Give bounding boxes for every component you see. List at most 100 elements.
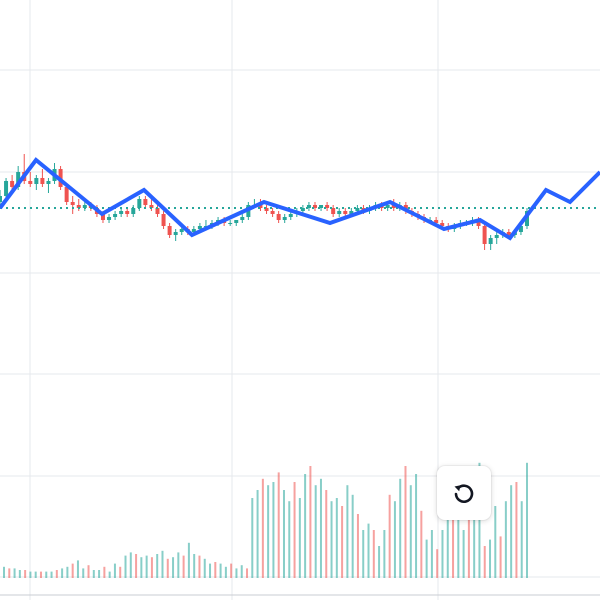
volume-bar <box>504 501 507 578</box>
volume-bar <box>399 478 402 578</box>
reset-button[interactable] <box>437 466 491 520</box>
candle-body <box>337 211 342 214</box>
reset-icon <box>449 478 479 508</box>
volume-bar <box>415 474 418 578</box>
volume-bar <box>129 552 132 578</box>
volume-bar <box>18 570 21 578</box>
volume-bar <box>446 498 449 578</box>
volume-bar <box>219 563 222 578</box>
volume-bar <box>441 530 444 578</box>
candle-body <box>16 172 21 187</box>
candle-body <box>488 238 493 244</box>
volume-bar <box>50 571 53 578</box>
candle-body <box>100 214 105 220</box>
candle-body <box>0 196 2 202</box>
volume-bar <box>436 549 439 578</box>
volume-bar <box>198 555 201 578</box>
candle-body <box>440 223 445 226</box>
volume-bar <box>45 571 48 578</box>
candle-body <box>312 205 317 208</box>
candle-body <box>264 208 269 211</box>
candle-body <box>107 217 112 220</box>
candle-body <box>155 208 160 214</box>
candle-body <box>125 211 130 214</box>
candle-body <box>40 178 45 184</box>
volume-bar <box>362 530 365 578</box>
candle-body <box>197 226 202 229</box>
volume-bar <box>182 555 185 578</box>
volume-bar <box>314 485 317 578</box>
volume-bar <box>367 523 370 578</box>
volume-bar <box>156 554 159 578</box>
candle-body <box>28 181 33 184</box>
volume-bar <box>235 568 238 578</box>
candle-body <box>300 208 305 211</box>
volume-bar <box>319 478 322 578</box>
candle-body <box>46 181 51 184</box>
volume-bar <box>383 530 386 578</box>
volume-bar <box>462 530 465 578</box>
candle-body <box>4 181 9 196</box>
volume-bar <box>430 530 433 578</box>
volume-bar <box>140 557 143 578</box>
candle-body <box>173 232 178 235</box>
candle-body <box>319 205 324 208</box>
volume-bar <box>76 560 79 578</box>
candle-body <box>70 202 75 205</box>
volume-bar <box>330 501 333 578</box>
volume-bar <box>203 558 206 578</box>
candle-body <box>306 205 311 208</box>
candle-body <box>10 181 15 187</box>
volume-bar <box>92 570 95 578</box>
volume-bar <box>515 482 518 578</box>
volume-bar <box>335 498 338 578</box>
volume-bar <box>103 566 106 578</box>
candle-body <box>331 208 336 214</box>
volume-bar <box>452 504 455 578</box>
volume-bar <box>478 462 481 578</box>
volume-bar <box>230 563 233 578</box>
volume-bar <box>251 498 254 578</box>
volume-bar <box>404 466 407 578</box>
volume-bar <box>172 557 175 578</box>
volume-bar <box>177 552 180 578</box>
volume-bar <box>55 570 58 578</box>
volume-bars <box>3 462 528 578</box>
volume-bar <box>457 501 460 578</box>
volume-bar <box>124 555 127 578</box>
candle-body <box>34 178 39 184</box>
volume-bar <box>467 514 470 578</box>
volume-bar <box>224 566 227 578</box>
volume-bar <box>119 566 122 578</box>
candle-body <box>64 187 69 202</box>
volume-bar <box>351 494 354 578</box>
candle-body <box>161 214 166 226</box>
volume-bar <box>489 539 492 578</box>
candle-body <box>325 205 330 208</box>
volume-bar <box>499 536 502 578</box>
candle-body <box>258 205 263 208</box>
volume-bar <box>526 462 528 578</box>
volume-bar <box>425 539 428 578</box>
zigzag-line <box>0 157 600 241</box>
volume-bar <box>187 542 190 578</box>
candle-body <box>349 211 354 214</box>
candle-body <box>434 220 439 223</box>
candle-body <box>355 208 360 211</box>
volume-bar <box>166 558 169 578</box>
candle-body <box>119 211 124 214</box>
candle-body <box>494 235 499 238</box>
volume-bar <box>378 546 381 578</box>
volume-bar <box>98 570 101 578</box>
volume-bar <box>282 490 285 578</box>
volume-bar <box>304 474 307 578</box>
candle-body <box>343 211 348 214</box>
volume-bar <box>24 570 27 578</box>
volume-bar <box>473 491 476 578</box>
candle-body <box>82 205 87 208</box>
volume-bar <box>510 485 513 578</box>
candle-body <box>385 205 390 208</box>
volume-bar <box>8 568 11 578</box>
volume-bar <box>288 501 291 578</box>
